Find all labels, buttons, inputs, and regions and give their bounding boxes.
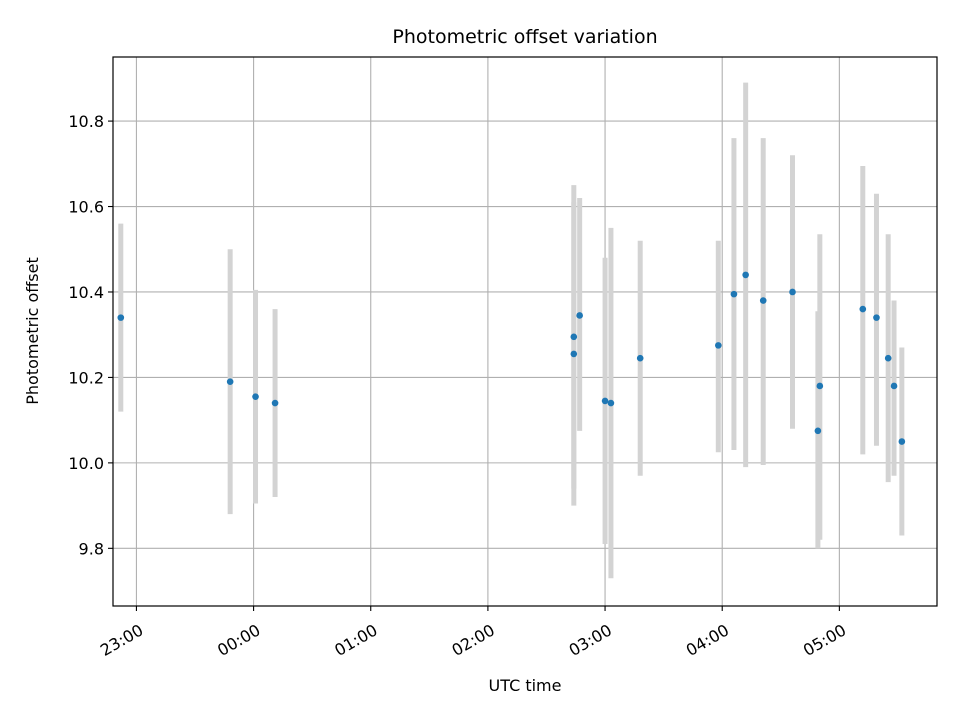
data-point	[884, 354, 892, 362]
x-axis-label: UTC time	[489, 676, 562, 695]
y-tick-label: 10.4	[68, 283, 104, 302]
data-point	[730, 290, 738, 298]
data-point	[271, 399, 279, 407]
data-point	[742, 271, 749, 279]
data-point	[898, 438, 906, 445]
data-point	[117, 314, 125, 321]
plot-area	[113, 57, 937, 606]
data-point	[636, 354, 644, 362]
data-point	[859, 305, 867, 313]
data-points	[117, 271, 906, 445]
data-point	[576, 312, 583, 319]
data-point	[816, 382, 824, 390]
y-tick-label: 10.0	[68, 454, 104, 473]
y-tick-label: 9.8	[79, 539, 104, 558]
data-point	[607, 399, 615, 407]
y-tick-label: 10.8	[68, 112, 104, 131]
plot-frame	[112, 56, 938, 607]
data-point	[789, 288, 796, 296]
data-point	[226, 378, 234, 386]
data-point	[873, 314, 880, 321]
data-point	[570, 333, 578, 341]
chart-title: Photometric offset variation	[392, 26, 657, 48]
y-tick-label: 10.2	[68, 368, 104, 387]
data-point	[570, 350, 578, 358]
data-point	[890, 382, 898, 390]
y-tick-label: 10.6	[68, 198, 104, 217]
data-point	[715, 342, 722, 349]
y-axis-label: Photometric offset	[23, 257, 42, 405]
data-point	[759, 297, 767, 304]
data-point	[252, 393, 259, 400]
data-point	[814, 427, 822, 435]
data-point	[601, 397, 609, 405]
